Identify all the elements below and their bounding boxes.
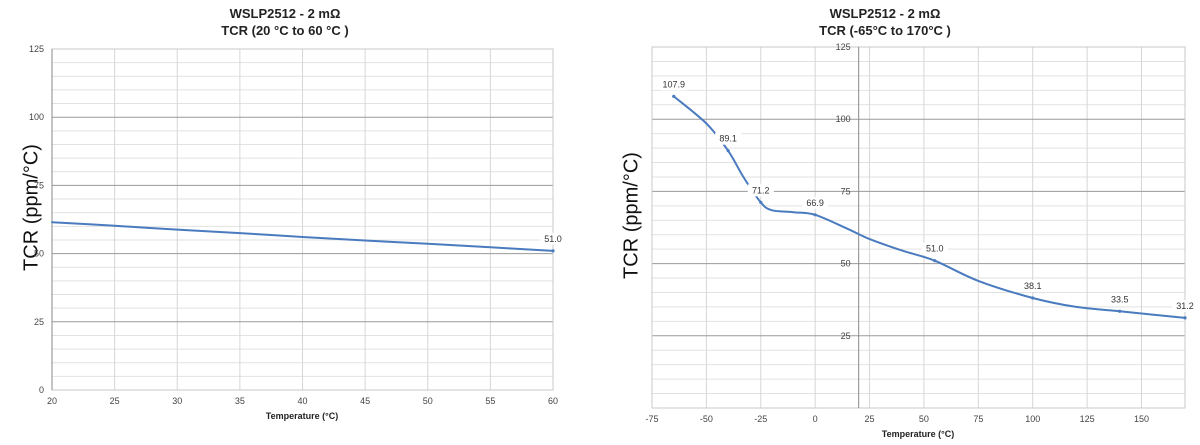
data-label-bg bbox=[1106, 293, 1133, 306]
chart-right: WSLP2512 - 2 mΩ TCR (-65°C to 170°C ) TC… bbox=[610, 0, 1200, 445]
chart-left-plot: 0 25 50 75 100 125 20 25 30 35 40 45 50 55 60 Temperatu… bbox=[29, 44, 566, 421]
y-tick-label: 100 bbox=[29, 112, 44, 122]
chart-right-plot: 25 50 75 100 125 -75 -50 -25 0 25 50 75 100 125 150 Tem… bbox=[645, 42, 1198, 439]
data-label: 51.0 bbox=[926, 244, 944, 254]
x-tick-label: 40 bbox=[297, 396, 307, 406]
x-tick-label: 50 bbox=[919, 414, 929, 424]
data-label: 33.5 bbox=[1111, 294, 1129, 304]
chart-subtitle: TCR (-65°C to 170°C ) bbox=[819, 23, 951, 38]
y-tick-label: 75 bbox=[841, 186, 851, 196]
series-line bbox=[51, 221, 554, 252]
data-label-bg bbox=[921, 242, 948, 255]
x-tick-label: 20 bbox=[47, 396, 57, 406]
data-label-bg bbox=[660, 78, 687, 91]
data-label-bg bbox=[747, 184, 774, 197]
data-label: 66.9 bbox=[806, 198, 824, 208]
data-label: 71.2 bbox=[752, 185, 770, 195]
chart-title: WSLP2512 - 2 mΩ bbox=[229, 6, 341, 21]
chart-subtitle: TCR (20 °C to 60 °C ) bbox=[221, 23, 349, 38]
y-tick-label: 125 bbox=[836, 42, 851, 52]
x-tick-label: 75 bbox=[973, 414, 983, 424]
data-label: 38.1 bbox=[1024, 281, 1042, 291]
y-tick-label: 0 bbox=[39, 385, 44, 395]
y-tick-label: 50 bbox=[34, 249, 44, 259]
x-axis-label: Temperature (°C) bbox=[266, 411, 338, 421]
y-tick-label: 100 bbox=[836, 114, 851, 124]
x-tick-label: -25 bbox=[754, 414, 767, 424]
data-label: 31.2 bbox=[1176, 301, 1194, 311]
data-point bbox=[726, 149, 730, 153]
data-label: 89.1 bbox=[719, 134, 737, 144]
data-point bbox=[1031, 296, 1035, 300]
x-tick-label: -50 bbox=[700, 414, 713, 424]
x-tick-label: 45 bbox=[360, 396, 370, 406]
data-point bbox=[933, 259, 937, 263]
x-tick-label: 50 bbox=[423, 396, 433, 406]
x-tick-label: 150 bbox=[1134, 414, 1149, 424]
y-tick-label: 75 bbox=[34, 180, 44, 190]
chart-left: WSLP2512 - 2 mΩ TCR (20 °C to 60 °C ) TC… bbox=[0, 0, 570, 445]
data-point bbox=[759, 200, 763, 204]
x-tick-label: 55 bbox=[485, 396, 495, 406]
data-label-bg bbox=[715, 132, 742, 145]
data-label: 51.0 bbox=[544, 234, 562, 244]
data-point bbox=[672, 94, 676, 98]
data-point bbox=[1118, 309, 1122, 313]
x-tick-label: 125 bbox=[1080, 414, 1095, 424]
x-tick-label: 30 bbox=[172, 396, 182, 406]
x-axis-label: Temperature (°C) bbox=[882, 429, 954, 439]
data-label-bg bbox=[1172, 299, 1198, 312]
x-tick-label: 35 bbox=[235, 396, 245, 406]
plot-frame bbox=[651, 46, 1186, 409]
x-tick-label: -75 bbox=[645, 414, 658, 424]
data-point bbox=[1183, 316, 1187, 320]
y-tick-label: 50 bbox=[841, 259, 851, 269]
y-tick-label: 25 bbox=[34, 317, 44, 327]
x-tick-label: 60 bbox=[548, 396, 558, 406]
chart-title: WSLP2512 - 2 mΩ bbox=[829, 6, 941, 21]
data-label: 107.9 bbox=[662, 79, 685, 89]
x-tick-label: 25 bbox=[110, 396, 120, 406]
x-tick-label: 100 bbox=[1025, 414, 1040, 424]
data-label-bg bbox=[540, 232, 566, 245]
x-tick-label: 25 bbox=[865, 414, 875, 424]
x-tick-label: 0 bbox=[813, 414, 818, 424]
data-point bbox=[551, 249, 555, 253]
data-point bbox=[813, 213, 817, 217]
y-tick-label: 25 bbox=[841, 331, 851, 341]
series-line bbox=[672, 95, 1186, 319]
data-label-bg bbox=[802, 196, 829, 209]
y-tick-label: 125 bbox=[29, 44, 44, 54]
data-label-bg bbox=[1019, 279, 1046, 292]
